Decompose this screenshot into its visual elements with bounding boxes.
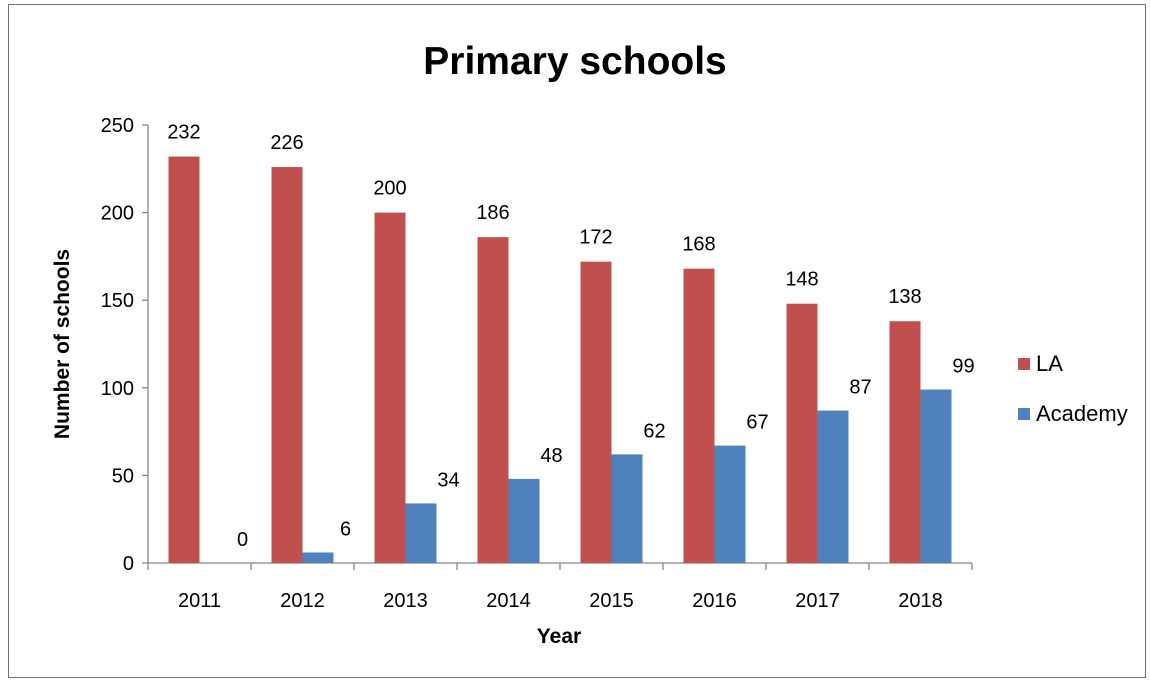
x-tick-label: 2016 <box>692 590 737 612</box>
data-label-la-2015: 172 <box>579 227 612 249</box>
x-tick-label: 2013 <box>383 590 428 612</box>
x-tick-label: 2014 <box>486 590 531 612</box>
data-label-la-2011: 232 <box>167 122 200 144</box>
data-label-la-2016: 168 <box>682 234 715 256</box>
data-label-academy-2012: 6 <box>340 518 351 540</box>
legend-item-la: LA <box>1018 351 1128 376</box>
x-tick-label: 2018 <box>898 590 943 612</box>
data-label-la-2012: 226 <box>270 132 303 154</box>
x-tick-label: 2017 <box>795 590 840 612</box>
data-label-academy-2018: 99 <box>952 356 974 378</box>
y-tick-label: 100 <box>101 378 134 400</box>
bar-academy-2014 <box>508 478 540 563</box>
data-label-academy-2011: 0 <box>237 529 248 551</box>
bars <box>168 156 952 564</box>
data-label-academy-2017: 87 <box>849 377 871 399</box>
x-tick-label: 2012 <box>280 590 325 612</box>
x-tick-label: 2011 <box>178 590 221 612</box>
chart-title: Primary schools <box>423 40 727 83</box>
legend: LA Academy <box>1018 351 1128 452</box>
y-tick-label: 50 <box>112 465 134 487</box>
data-label-la-2017: 148 <box>785 269 818 291</box>
x-tick-label: 2015 <box>589 590 634 612</box>
data-label-academy-2014: 48 <box>540 445 562 467</box>
legend-item-academy: Academy <box>1018 401 1128 426</box>
bar-academy-2015 <box>611 454 643 563</box>
bar-la-2013 <box>374 212 406 563</box>
bar-la-2011 <box>168 156 200 563</box>
legend-swatch-la <box>1018 358 1030 370</box>
bar-academy-2013 <box>405 503 437 563</box>
bar-academy-2017 <box>817 410 849 563</box>
legend-swatch-academy <box>1018 408 1030 420</box>
x-axis-label: Year <box>537 625 581 648</box>
y-tick-label: 0 <box>123 553 134 575</box>
y-tick-label: 250 <box>101 115 134 137</box>
bar-la-2016 <box>683 268 715 563</box>
bar-la-2012 <box>271 167 303 563</box>
bar-la-2014 <box>477 237 509 564</box>
data-label-la-2018: 138 <box>888 286 921 308</box>
data-label-academy-2013: 34 <box>437 469 459 491</box>
y-axis-label: Number of schools <box>51 249 74 439</box>
data-label-academy-2015: 62 <box>643 420 665 442</box>
y-tick-label: 150 <box>101 290 134 312</box>
data-labels: 232 226 200 186 172 168 148 138 0 6 34 48 62 67 87 99 <box>167 122 974 551</box>
data-label-la-2013: 200 <box>373 178 406 200</box>
bar-academy-2016 <box>714 445 746 563</box>
data-label-la-2014: 186 <box>476 202 509 224</box>
legend-label-academy: Academy <box>1036 401 1128 426</box>
bar-academy-2018 <box>920 389 952 563</box>
bar-la-2017 <box>786 303 818 563</box>
data-label-academy-2016: 67 <box>746 412 768 434</box>
y-tick-label: 200 <box>101 203 134 225</box>
bar-academy-2012 <box>302 552 334 563</box>
legend-label-la: LA <box>1036 351 1063 376</box>
bar-la-2015 <box>580 261 612 563</box>
bar-la-2018 <box>889 321 921 563</box>
